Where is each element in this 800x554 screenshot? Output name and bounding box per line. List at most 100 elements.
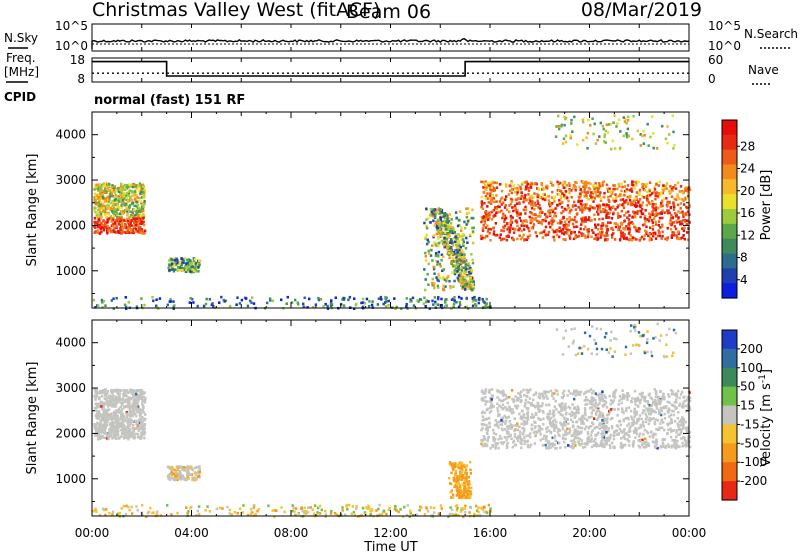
- heatmap-cell: [645, 182, 649, 186]
- heatmap-cell: [467, 475, 471, 479]
- heatmap-cell: [189, 473, 192, 476]
- heatmap-cell: [546, 187, 549, 190]
- heatmap-cell: [603, 191, 606, 195]
- heatmap-cell: [446, 218, 449, 221]
- heatmap-cell: [607, 205, 611, 208]
- heatmap-cell: [536, 195, 539, 199]
- heatmap-cell: [547, 417, 550, 421]
- heatmap-cell: [486, 305, 489, 309]
- heatmap-cell: [110, 201, 113, 205]
- heatmap-cell: [112, 435, 115, 438]
- heatmap-cell: [659, 193, 662, 197]
- heatmap-cell: [659, 422, 662, 425]
- heatmap-cell: [448, 279, 451, 283]
- heatmap-cell: [129, 420, 132, 423]
- heatmap-cell: [443, 227, 446, 230]
- heatmap-cell: [631, 216, 634, 219]
- heatmap-cell: [681, 441, 684, 445]
- heatmap-cell: [614, 193, 617, 196]
- heatmap-cell: [542, 422, 545, 426]
- heatmap-cell: [462, 494, 466, 498]
- heatmap-cell: [96, 422, 100, 426]
- heatmap-cell: [127, 183, 130, 187]
- heatmap-cell: [181, 258, 184, 261]
- heatmap-cell: [626, 395, 629, 399]
- heatmap-cell: [140, 392, 144, 396]
- heatmap-cell: [661, 216, 664, 220]
- heatmap-cell: [454, 243, 458, 247]
- heatmap-cell: [166, 465, 170, 469]
- heatmap-cell: [614, 208, 617, 211]
- heatmap-cell: [673, 144, 676, 147]
- heatmap-cell: [176, 261, 179, 264]
- heatmap-cell: [109, 207, 112, 210]
- heatmap-cell: [562, 394, 565, 397]
- heatmap-cell: [496, 402, 499, 406]
- heatmap-cell: [528, 234, 532, 237]
- heatmap-cell: [120, 415, 123, 418]
- heatmap-cell: [625, 135, 629, 139]
- heatmap-cell: [131, 219, 134, 223]
- heatmap-cell: [660, 211, 663, 214]
- heatmap-cell: [425, 233, 428, 237]
- heatmap-cell: [483, 201, 486, 205]
- heatmap-cell: [126, 405, 130, 409]
- heatmap-cell: [107, 408, 110, 411]
- heatmap-cell: [501, 201, 505, 205]
- heatmap-cell: [489, 228, 492, 231]
- heatmap-cell: [121, 210, 124, 213]
- heatmap-cell: [465, 215, 469, 219]
- heatmap-cell: [543, 390, 546, 393]
- heatmap-cell: [553, 423, 556, 426]
- heatmap-cell: [102, 226, 106, 230]
- heatmap-cell: [631, 200, 634, 204]
- heatmap-cell: [126, 230, 129, 234]
- heatmap-cell: [475, 304, 478, 307]
- heatmap-cell: [455, 260, 459, 263]
- heatmap-cell: [140, 402, 144, 405]
- heatmap-cell: [584, 409, 587, 412]
- heatmap-cell: [460, 256, 463, 259]
- heatmap-cell: [134, 432, 137, 436]
- heatmap-cell: [586, 235, 590, 239]
- heatmap-cell: [443, 278, 446, 281]
- heatmap-cell: [554, 135, 558, 138]
- heatmap-cell: [670, 444, 673, 447]
- heatmap-cell: [573, 215, 577, 219]
- heatmap-cell: [113, 400, 116, 404]
- heatmap-cell: [594, 225, 597, 229]
- heatmap-cell: [672, 221, 676, 224]
- heatmap-cell: [484, 211, 487, 214]
- heatmap-cell: [456, 479, 459, 482]
- heatmap-cell: [142, 189, 145, 192]
- heatmap-cell: [459, 475, 462, 479]
- heatmap-cell: [654, 192, 657, 195]
- heatmap-cell: [589, 194, 592, 197]
- heatmap-cell: [613, 114, 616, 117]
- heatmap-cell: [483, 391, 486, 394]
- heatmap-cell: [102, 191, 106, 194]
- heatmap-cell: [592, 444, 596, 447]
- heatmap-cell: [174, 474, 177, 478]
- heatmap-cell: [514, 190, 517, 194]
- heatmap-cell: [511, 206, 514, 209]
- heatmap-cell: [635, 195, 638, 199]
- heatmap-cell: [465, 305, 468, 309]
- heatmap-cell: [132, 390, 135, 394]
- heatmap-cell: [678, 237, 681, 241]
- heatmap-cell: [666, 236, 669, 240]
- heatmap-cell: [129, 390, 132, 394]
- heatmap-cell: [458, 210, 462, 213]
- heatmap-cell: [545, 394, 548, 398]
- heatmap-cell: [141, 232, 144, 235]
- heatmap-cell: [659, 444, 662, 448]
- heatmap-cell: [628, 221, 631, 224]
- heatmap-cell: [463, 253, 466, 256]
- heatmap-cell: [578, 230, 581, 234]
- heatmap-cell: [458, 496, 461, 499]
- heatmap-cell: [518, 212, 521, 215]
- heatmap-cell: [658, 216, 662, 220]
- heatmap-cell: [453, 485, 456, 488]
- heatmap-cell: [529, 403, 533, 407]
- heatmap-cell: [444, 285, 447, 288]
